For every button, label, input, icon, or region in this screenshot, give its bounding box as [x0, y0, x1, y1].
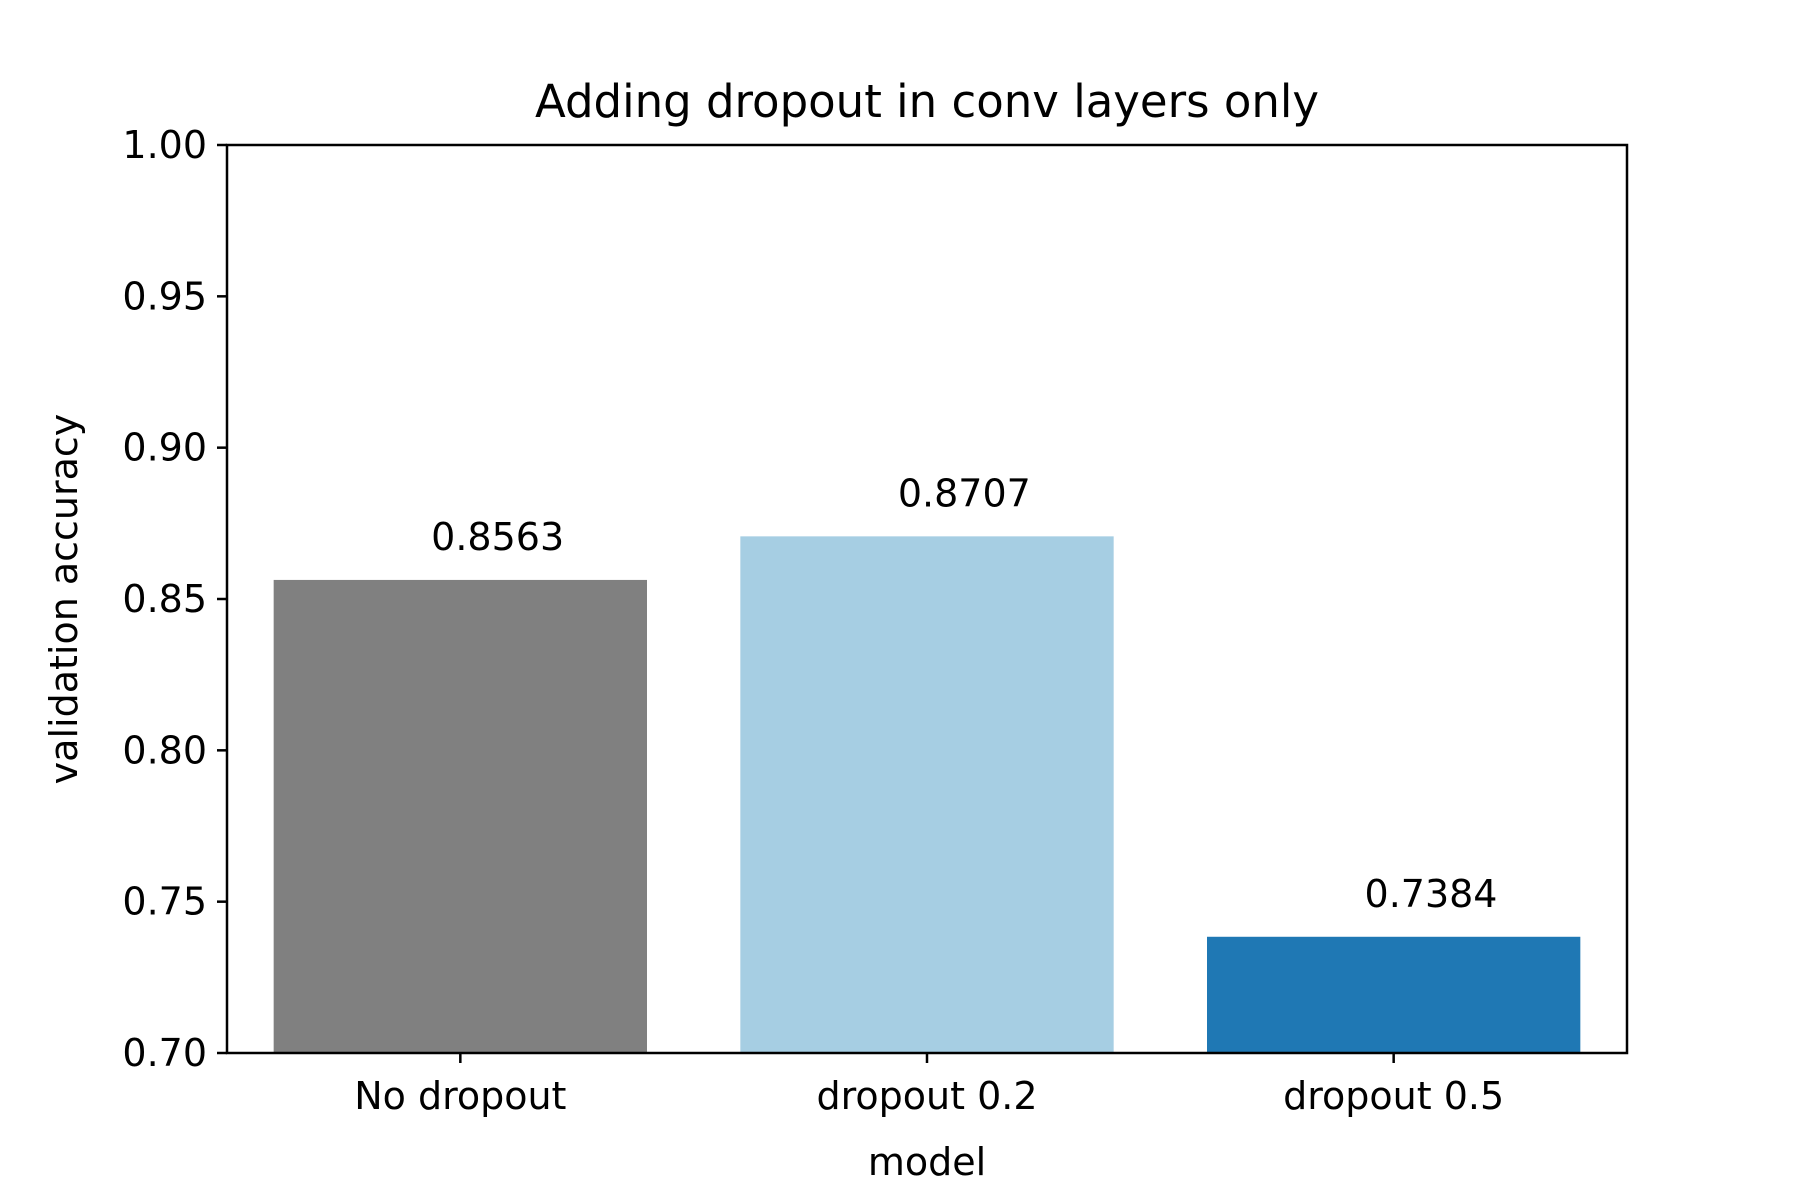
x-axis-label: model — [868, 1140, 986, 1184]
data-labels-group: 0.8563 0.8707 0.7384 — [431, 471, 1497, 915]
y-axis-label: validation accuracy — [42, 414, 86, 785]
y-tick-label: 0.95 — [122, 274, 207, 318]
x-tick-label: dropout 0.2 — [816, 1074, 1037, 1118]
bar-no-dropout — [273, 579, 647, 1053]
y-tick-label: 0.75 — [122, 880, 207, 924]
y-tick-label: 0.70 — [122, 1031, 207, 1075]
y-tick-label: 0.80 — [122, 728, 207, 772]
bar-dropout-0-2 — [740, 536, 1114, 1053]
bar-dropout-0-5 — [1207, 936, 1581, 1053]
data-label: 0.7384 — [1365, 872, 1498, 916]
bars-group — [273, 536, 1581, 1053]
data-label: 0.8563 — [431, 515, 564, 559]
y-tick-label: 0.90 — [122, 426, 207, 470]
x-tick-label: No dropout — [354, 1074, 566, 1118]
data-label: 0.8707 — [898, 471, 1031, 515]
y-axis: 0.70 0.75 0.80 0.85 0.90 0.95 1.00 — [122, 123, 227, 1075]
chart-title: Adding dropout in conv layers only — [535, 75, 1319, 128]
x-tick-label: dropout 0.5 — [1283, 1074, 1504, 1118]
y-tick-label: 1.00 — [122, 123, 207, 167]
y-tick-label: 0.85 — [122, 577, 207, 621]
x-axis: No dropout dropout 0.2 dropout 0.5 — [354, 1053, 1504, 1118]
